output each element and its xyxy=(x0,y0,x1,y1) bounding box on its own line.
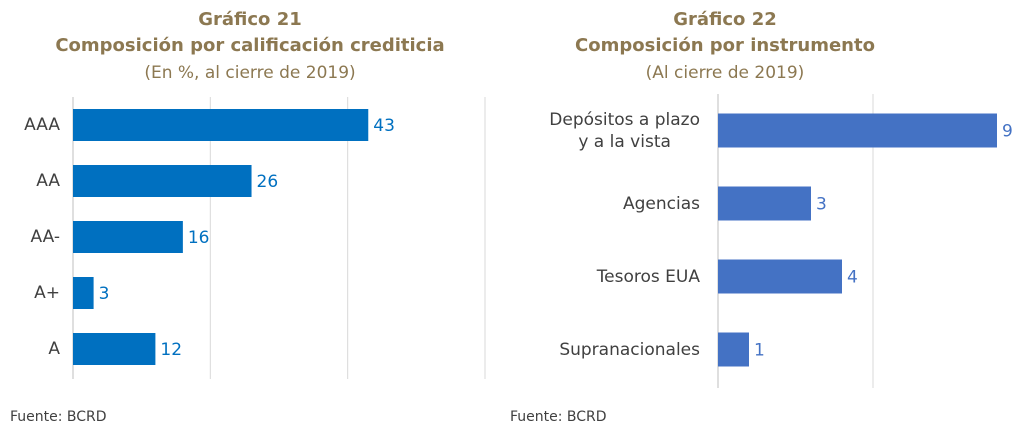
bar xyxy=(718,113,997,148)
chart-caption: (En %, al cierre de 2019) xyxy=(144,63,355,83)
category-label: Agencias xyxy=(623,193,700,214)
value-label: 9 xyxy=(1002,122,1013,142)
bar xyxy=(718,186,811,221)
source-note: Fuente: BCRD xyxy=(510,409,607,425)
source-note: Fuente: BCRD xyxy=(10,409,107,425)
category-label: AAA xyxy=(24,115,60,135)
bar xyxy=(73,333,156,365)
value-label: 3 xyxy=(816,195,827,215)
bar xyxy=(73,221,183,253)
chart-subtitle: Composición por calificación crediticia xyxy=(55,35,444,56)
bar xyxy=(73,165,252,197)
value-label: 26 xyxy=(257,172,279,192)
bar xyxy=(718,332,749,367)
value-label: 12 xyxy=(160,340,182,360)
chart-title: Gráfico 21 xyxy=(198,9,302,30)
category-label: Depósitos a plazo y a la vista xyxy=(549,109,700,152)
category-label: A+ xyxy=(34,283,60,303)
category-label: AA xyxy=(36,171,60,191)
value-label: 3 xyxy=(99,284,110,304)
bar xyxy=(73,109,369,141)
category-label: AA- xyxy=(30,227,61,247)
category-label: A xyxy=(48,339,60,359)
chart-subtitle: Composición por instrumento xyxy=(575,35,875,56)
bar xyxy=(73,277,94,309)
category-label: Tesoros EUA xyxy=(596,266,700,287)
bar xyxy=(718,259,842,294)
value-label: 1 xyxy=(754,341,765,361)
value-label: 43 xyxy=(373,116,395,136)
chart-title: Gráfico 22 xyxy=(673,9,777,30)
value-label: 4 xyxy=(847,268,858,288)
value-label: 16 xyxy=(188,228,210,248)
chart-caption: (Al cierre de 2019) xyxy=(646,63,805,83)
category-label: Supranacionales xyxy=(559,339,700,360)
